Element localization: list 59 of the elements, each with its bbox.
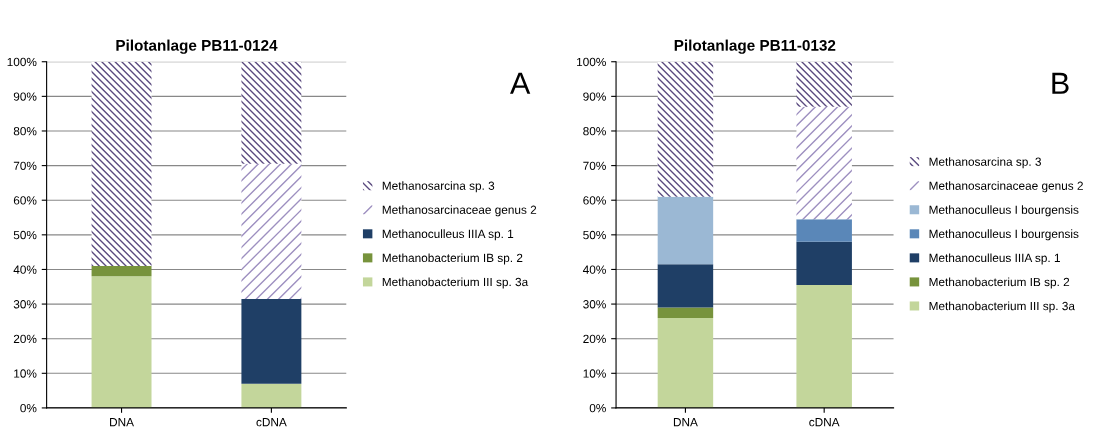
x-tick-label: DNA [673, 418, 698, 427]
bar [91, 276, 152, 408]
legend-label: Methanoculleus I bourgensis [929, 205, 1079, 217]
bar [796, 219, 852, 242]
y-tick-label: 0% [589, 403, 606, 413]
x-tick-label: DNA [110, 418, 134, 427]
y-tick-label: 70% [583, 161, 606, 170]
legend-label: Methanobacterium III sp. 3a [382, 277, 529, 289]
y-tick-label: 0% [20, 403, 37, 413]
legend-label: Methanosarcinaceae genus 2 [929, 181, 1083, 193]
bar [657, 307, 714, 318]
bar [657, 264, 714, 308]
bar [241, 383, 302, 408]
legend-label: Methanoculleus IIIA sp. 1 [929, 253, 1060, 265]
y-tick-label: 50% [583, 230, 606, 240]
bar [241, 61, 302, 164]
y-tick-label: 10% [14, 369, 37, 378]
chart-title: Pilotanlage PB11-0124 [116, 39, 278, 54]
legend-label: Methanoculleus I bourgensis [929, 229, 1079, 241]
bar [241, 163, 302, 299]
y-tick-label: 40% [582, 265, 606, 274]
y-tick-label: 60% [583, 196, 606, 205]
y-tick-label: 100% [7, 57, 37, 67]
chart-title: Pilotanlage PB11-0132 [674, 39, 836, 54]
x-tick-label: cDNA [809, 418, 840, 427]
y-tick-label: 20% [13, 334, 37, 344]
text: B [1052, 72, 1069, 94]
y-tick-label: 30% [13, 300, 37, 309]
legend-label: Methanobacterium III sp. 3a [929, 301, 1075, 313]
y-tick-label: 80% [13, 127, 37, 136]
bar [796, 241, 852, 286]
legend-label: Methanosarcina sp. 3 [929, 157, 1041, 169]
y-tick-label: 100% [577, 57, 606, 67]
text: A [510, 72, 531, 94]
y-tick-label: 90% [13, 92, 37, 101]
y-tick-label: 60% [13, 196, 37, 205]
y-tick-label: 50% [13, 230, 37, 240]
legend-label: Methanobacterium IB sp. 2 [382, 253, 523, 265]
y-tick-label: 20% [583, 334, 606, 344]
legend-label: Methanosarcinaceae genus 2 [382, 205, 537, 217]
legend-label: Methanoculleus IIIA sp. 1 [382, 229, 514, 241]
legend-label: Methanosarcina sp. 3 [382, 181, 495, 193]
y-tick-label: 70% [13, 161, 37, 170]
bar [241, 298, 302, 384]
x-tick-label: cDNA [256, 418, 287, 427]
y-tick-label: 30% [583, 300, 606, 309]
bar [796, 61, 852, 107]
legend-label: Methanobacterium IB sp. 2 [929, 277, 1070, 289]
bar [91, 265, 152, 277]
bar [657, 196, 714, 265]
bar [796, 285, 852, 408]
y-tick-label: 80% [583, 127, 606, 136]
y-tick-label: 90% [583, 92, 606, 101]
bar [91, 61, 152, 266]
bar [657, 317, 714, 408]
bar [657, 61, 714, 197]
y-tick-label: 40% [13, 265, 37, 274]
bar [796, 106, 852, 220]
y-tick-label: 10% [583, 369, 606, 378]
